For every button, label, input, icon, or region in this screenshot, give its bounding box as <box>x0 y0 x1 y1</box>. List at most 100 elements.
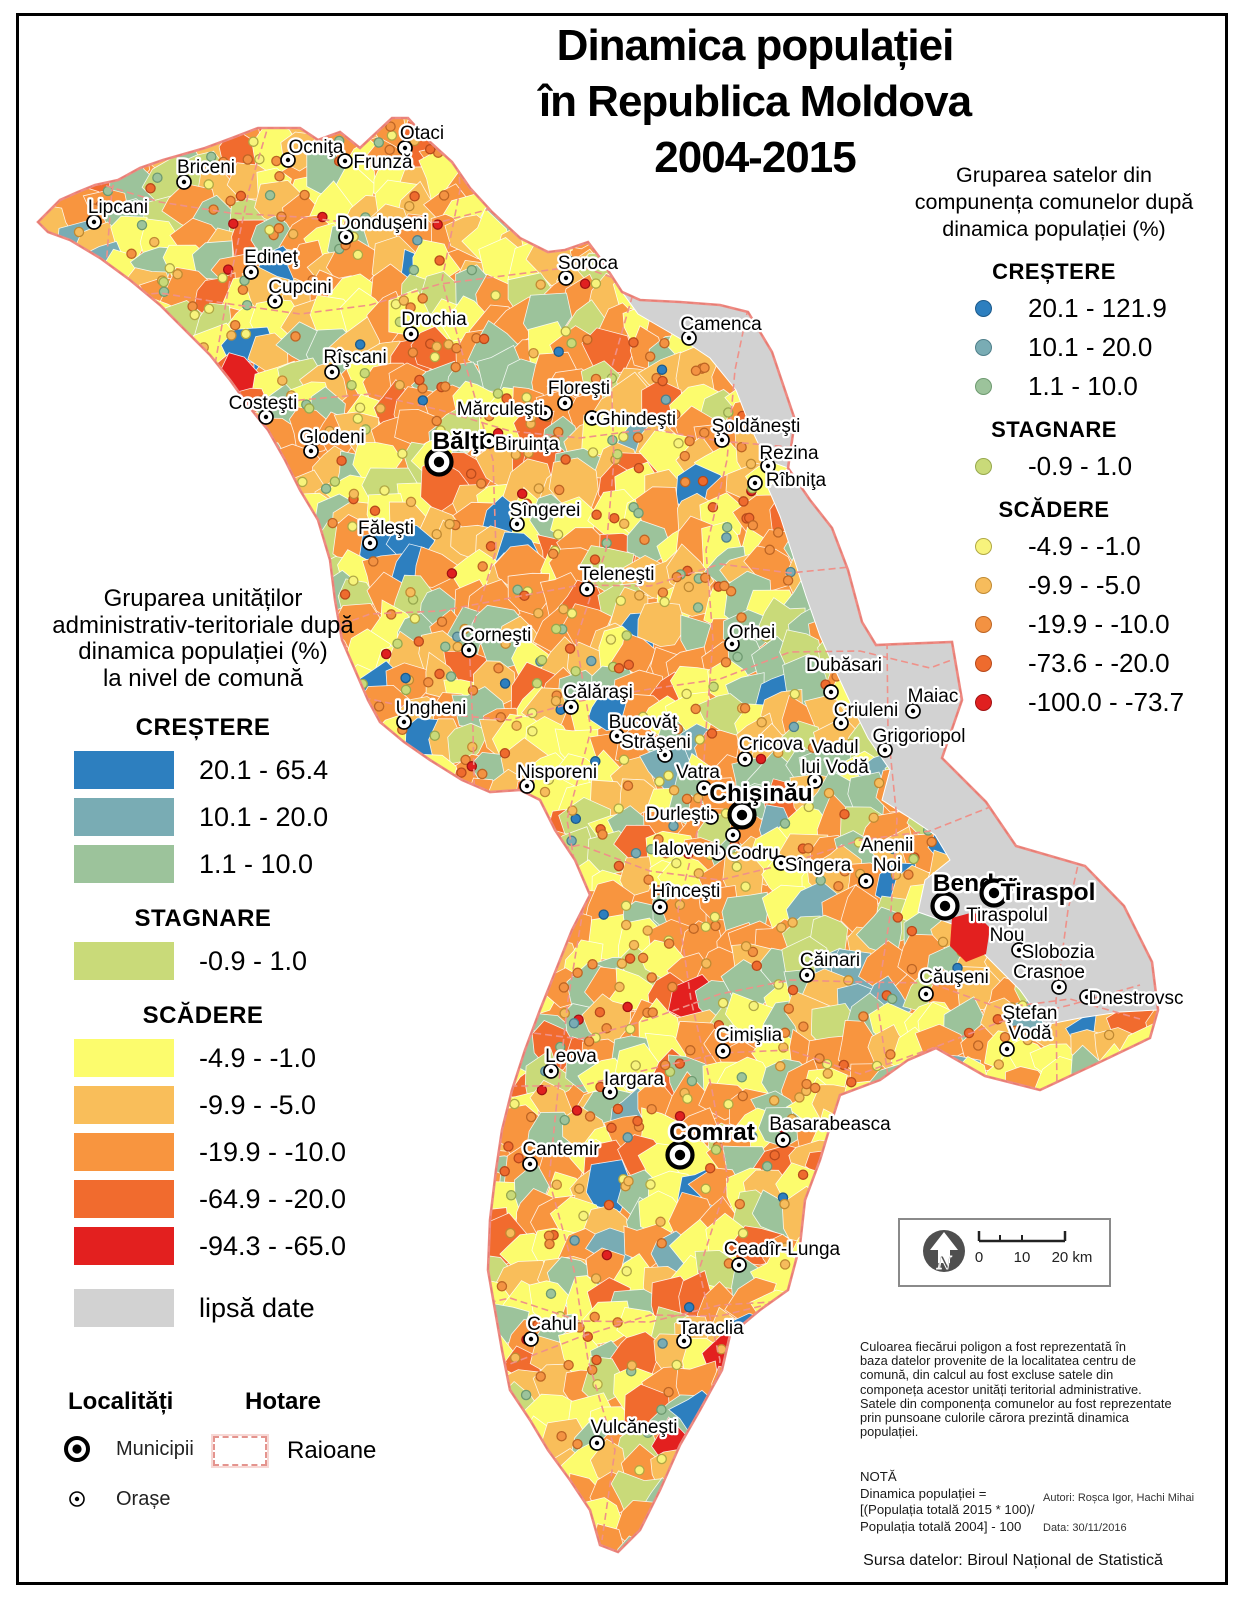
city-cahul: Cahul <box>523 1312 579 1347</box>
city-criuleni: Criuleni <box>832 698 900 731</box>
scalebar-box: N 0 10 20 km <box>898 1218 1111 1287</box>
legend-localities: Localități Municipii Orașe <box>60 1388 210 1516</box>
city-label: Maiac <box>908 686 959 707</box>
city-vulcanesti: Vulcăneşti <box>588 1415 680 1451</box>
city-label: Cantemir <box>522 1139 600 1160</box>
city-label: Grigoriopol <box>873 726 966 747</box>
city-label: Criuleni <box>834 700 898 721</box>
legend-color-swatch <box>74 751 174 789</box>
city-dubasari: Dubăsari <box>804 653 884 700</box>
city-cainari: Căinari <box>798 948 862 983</box>
city-label: Tiraspol <box>1001 879 1096 906</box>
city-label: Chişinău <box>709 780 812 807</box>
city-stefan-voda: Ştefan Vodă <box>999 1001 1060 1057</box>
city-ocnita: Ocniţa <box>280 135 346 168</box>
legend-section-title: CREȘTERE <box>992 259 1116 284</box>
legend-color-swatch <box>74 798 174 836</box>
city-floresti: Floreşti <box>546 376 612 411</box>
city-crasnoe: Crasnoe <box>1011 960 1087 995</box>
legend-item-range: -94.3 - -65.0 <box>199 1230 347 1261</box>
legend-villages-heading: Gruparea satelor din compunența comunelo… <box>903 162 1205 243</box>
city-label: Camenca <box>680 314 762 335</box>
city-label: Căinari <box>800 950 860 971</box>
legend-dot-swatch <box>975 615 992 633</box>
village-dots <box>73 121 1115 1476</box>
city-anenii-noi: Anenii Noi <box>858 833 916 889</box>
legend-borders: Hotare Raioane <box>213 1388 383 1466</box>
city-label: Ştefan Vodă <box>1003 1003 1058 1044</box>
legend-dot-swatch <box>975 576 992 594</box>
city-biruinta: Biruinţa <box>481 432 562 457</box>
city-label: Drochia <box>401 309 467 330</box>
city-durlesti: Durleşti <box>644 802 719 827</box>
city-straseni: Străşeni <box>619 730 693 763</box>
legend-section-title: CREȘTERE <box>135 714 271 741</box>
city-cornesti: Corneşti <box>458 623 534 658</box>
legend-item-range: -4.9 - -1.0 <box>1028 530 1141 561</box>
city-label: Călăraşi <box>563 682 633 703</box>
legend-localities-heading: Localități <box>68 1388 174 1415</box>
legend-color-swatch <box>74 845 174 883</box>
note-line: baza datelor provenite de la localitatea… <box>860 1353 1137 1369</box>
legend-item-range: -9.9 - -5.0 <box>1028 569 1141 600</box>
legend-section-title: SCĂDERE <box>142 1002 264 1029</box>
city-label: Bălţi <box>432 428 485 455</box>
legend-color-swatch <box>74 1180 174 1218</box>
legend-dot-swatch <box>975 693 992 711</box>
city-frunza: Frunză <box>337 150 415 175</box>
raion-border-swatch <box>213 1436 267 1466</box>
city-label: Taraclia <box>678 1318 744 1339</box>
city-cupcini: Cupcini <box>266 275 334 309</box>
legend-item: -4.9 - -1.0 <box>975 531 1205 561</box>
city-dnestrovsc: Dnestrovsc <box>1079 986 1186 1011</box>
city-hincesti: Hînceşti <box>649 879 723 915</box>
legend-dot-swatch <box>975 377 992 395</box>
city-label: Soroca <box>558 253 619 274</box>
city-orhei: Orhei <box>724 620 777 652</box>
note-line: prin punsoane culorile cărora prezintă d… <box>860 1410 1129 1440</box>
city-drochia: Drochia <box>399 307 469 342</box>
legend-heading-line: compunența comunelor după <box>914 190 1194 214</box>
city-label: Căuşeni <box>919 967 989 988</box>
city-cantemir: Cantemir <box>520 1137 602 1172</box>
city-label: Corneşti <box>461 625 532 646</box>
city-cimislia: Cimişlia <box>714 1023 785 1059</box>
city-chisinau: Chişinău <box>707 778 815 830</box>
legend-dot-swatch <box>975 299 992 317</box>
north-arrow-icon: N <box>923 1230 965 1275</box>
city-leova: Leova <box>543 1044 600 1079</box>
legend-dot-swatch <box>975 338 992 356</box>
legend-item: 10.1 - 20.0 <box>975 332 1205 362</box>
legend-color-swatch <box>74 1039 174 1077</box>
city-label: Cupcini <box>268 277 331 298</box>
legend-item-no-data: lipsă date <box>74 1289 370 1327</box>
city-vadul-lui-voda: Vadul lui Vodă <box>799 735 871 789</box>
country-border-dash <box>37 117 1159 1553</box>
municipiu-icon <box>64 1436 90 1462</box>
legend-item-range: 10.1 - 20.0 <box>199 801 329 832</box>
legend-item-range: 1.1 - 10.0 <box>1028 370 1138 401</box>
city-ialoveni: Ialoveni <box>651 837 726 862</box>
city-cricova: Cricova <box>737 732 806 767</box>
legend-heading-line: Gruparea unităților <box>103 585 303 612</box>
city-label: Hînceşti <box>652 881 721 902</box>
legend-item: -64.9 - -20.0 <box>74 1180 370 1218</box>
city-ribnita: Rîbniţa <box>747 468 829 493</box>
city-ceadir-lunga: Ceadîr-Lunga <box>722 1237 843 1273</box>
city-label: Nisporeni <box>517 762 597 783</box>
city-label: Crasnoe <box>1013 962 1085 983</box>
legend-item-range: -0.9 - 1.0 <box>199 945 308 976</box>
city-label: Rîbniţa <box>766 470 827 491</box>
city-nisporeni: Nisporeni <box>515 760 599 794</box>
city-comrat: Comrat <box>665 1117 757 1170</box>
legend-municipii-label: Municipii <box>116 1437 194 1460</box>
legend-heading-line: administrativ-teritoriale după <box>52 611 354 639</box>
legend-item: 1.1 - 10.0 <box>74 845 370 883</box>
city-riscani: Rîşcani <box>321 345 389 380</box>
legend-item-range: 20.1 - 65.4 <box>199 754 329 785</box>
legend-dot-swatch <box>975 654 992 672</box>
city-causeni: Căuşeni <box>917 965 991 1002</box>
city-label: Durleşti <box>646 804 710 825</box>
city-label: Slobozia <box>1022 942 1095 963</box>
